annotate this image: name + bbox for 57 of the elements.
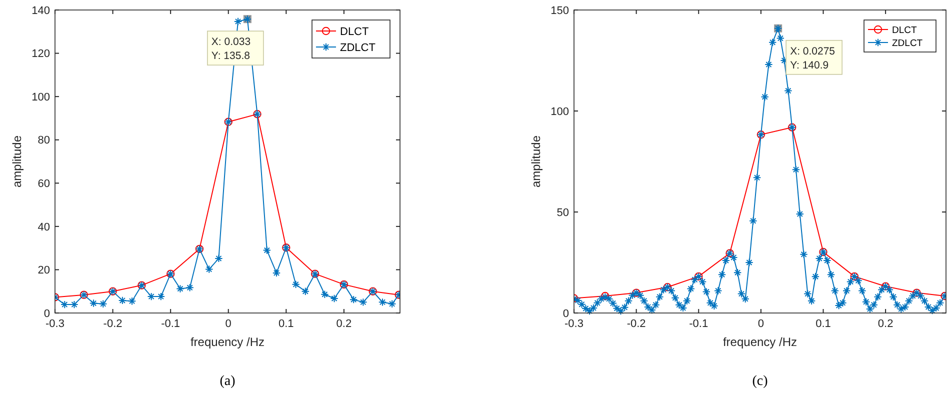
legend-label: ZDLCT xyxy=(892,38,923,49)
point xyxy=(214,254,223,263)
point xyxy=(262,246,272,254)
y-tick-label: 60 xyxy=(38,178,50,190)
x-tick-label: -0.1 xyxy=(161,318,180,330)
point xyxy=(128,296,136,306)
point xyxy=(292,280,300,289)
x-axis-title: frequency /Hz xyxy=(722,335,798,349)
annotation: X: 0.033 Y: 135.8 xyxy=(211,36,251,62)
annotation: X: 0.0275 Y: 140.9 xyxy=(790,45,836,72)
y-tick-label: 150 xyxy=(550,4,569,17)
text: (c) xyxy=(752,374,768,389)
x-tick-label: 0 xyxy=(225,318,232,330)
point xyxy=(99,300,108,308)
y-tick-label: 20 xyxy=(38,264,50,277)
y-tick-label: 120 xyxy=(32,48,50,60)
point xyxy=(147,292,156,301)
y-tick-label: 0 xyxy=(44,308,50,320)
point xyxy=(118,296,127,305)
x-tick-label: -0.2 xyxy=(103,318,122,330)
y-axis-title: amplitude xyxy=(529,135,543,188)
x-tick-label: 0.1 xyxy=(816,318,831,330)
x-tick-label: 0.1 xyxy=(278,318,294,330)
point xyxy=(89,299,98,308)
legend-label: DLCT xyxy=(892,24,918,36)
x-tick-label: 0 xyxy=(758,318,764,330)
point xyxy=(359,298,368,306)
point xyxy=(301,287,310,296)
point xyxy=(330,294,338,303)
point xyxy=(176,284,184,293)
legend-label: ZDLCT xyxy=(340,42,376,54)
y-tick-label: 100 xyxy=(32,91,50,104)
legend-label: DLCT xyxy=(340,26,370,38)
x-tick-label: 0.2 xyxy=(878,318,894,330)
x-tick-label: 0.2 xyxy=(336,318,352,330)
point xyxy=(70,300,78,309)
y-tick-label: 80 xyxy=(38,134,50,147)
y-tick-label: 140 xyxy=(32,4,50,17)
x-tick-label: -0.2 xyxy=(626,318,646,330)
x-tick-label: -0.3 xyxy=(564,318,584,330)
point xyxy=(205,265,214,274)
point xyxy=(234,17,242,26)
y-axis-title: amplitude xyxy=(10,135,24,188)
y-tick-label: 100 xyxy=(550,106,569,118)
x-axis-title: frequency /Hz xyxy=(190,335,265,349)
y-tick-label: 50 xyxy=(556,206,569,219)
y-tick-label: 40 xyxy=(38,221,50,234)
point xyxy=(272,268,281,278)
point xyxy=(388,300,396,308)
x-tick-label: -0.3 xyxy=(46,318,64,330)
y-tick-label: 0 xyxy=(562,308,569,320)
point xyxy=(349,295,358,304)
x-tick-label: -0.1 xyxy=(689,318,708,330)
point xyxy=(378,298,387,306)
point xyxy=(320,290,329,298)
text: (a) xyxy=(220,374,236,389)
point xyxy=(186,284,194,292)
